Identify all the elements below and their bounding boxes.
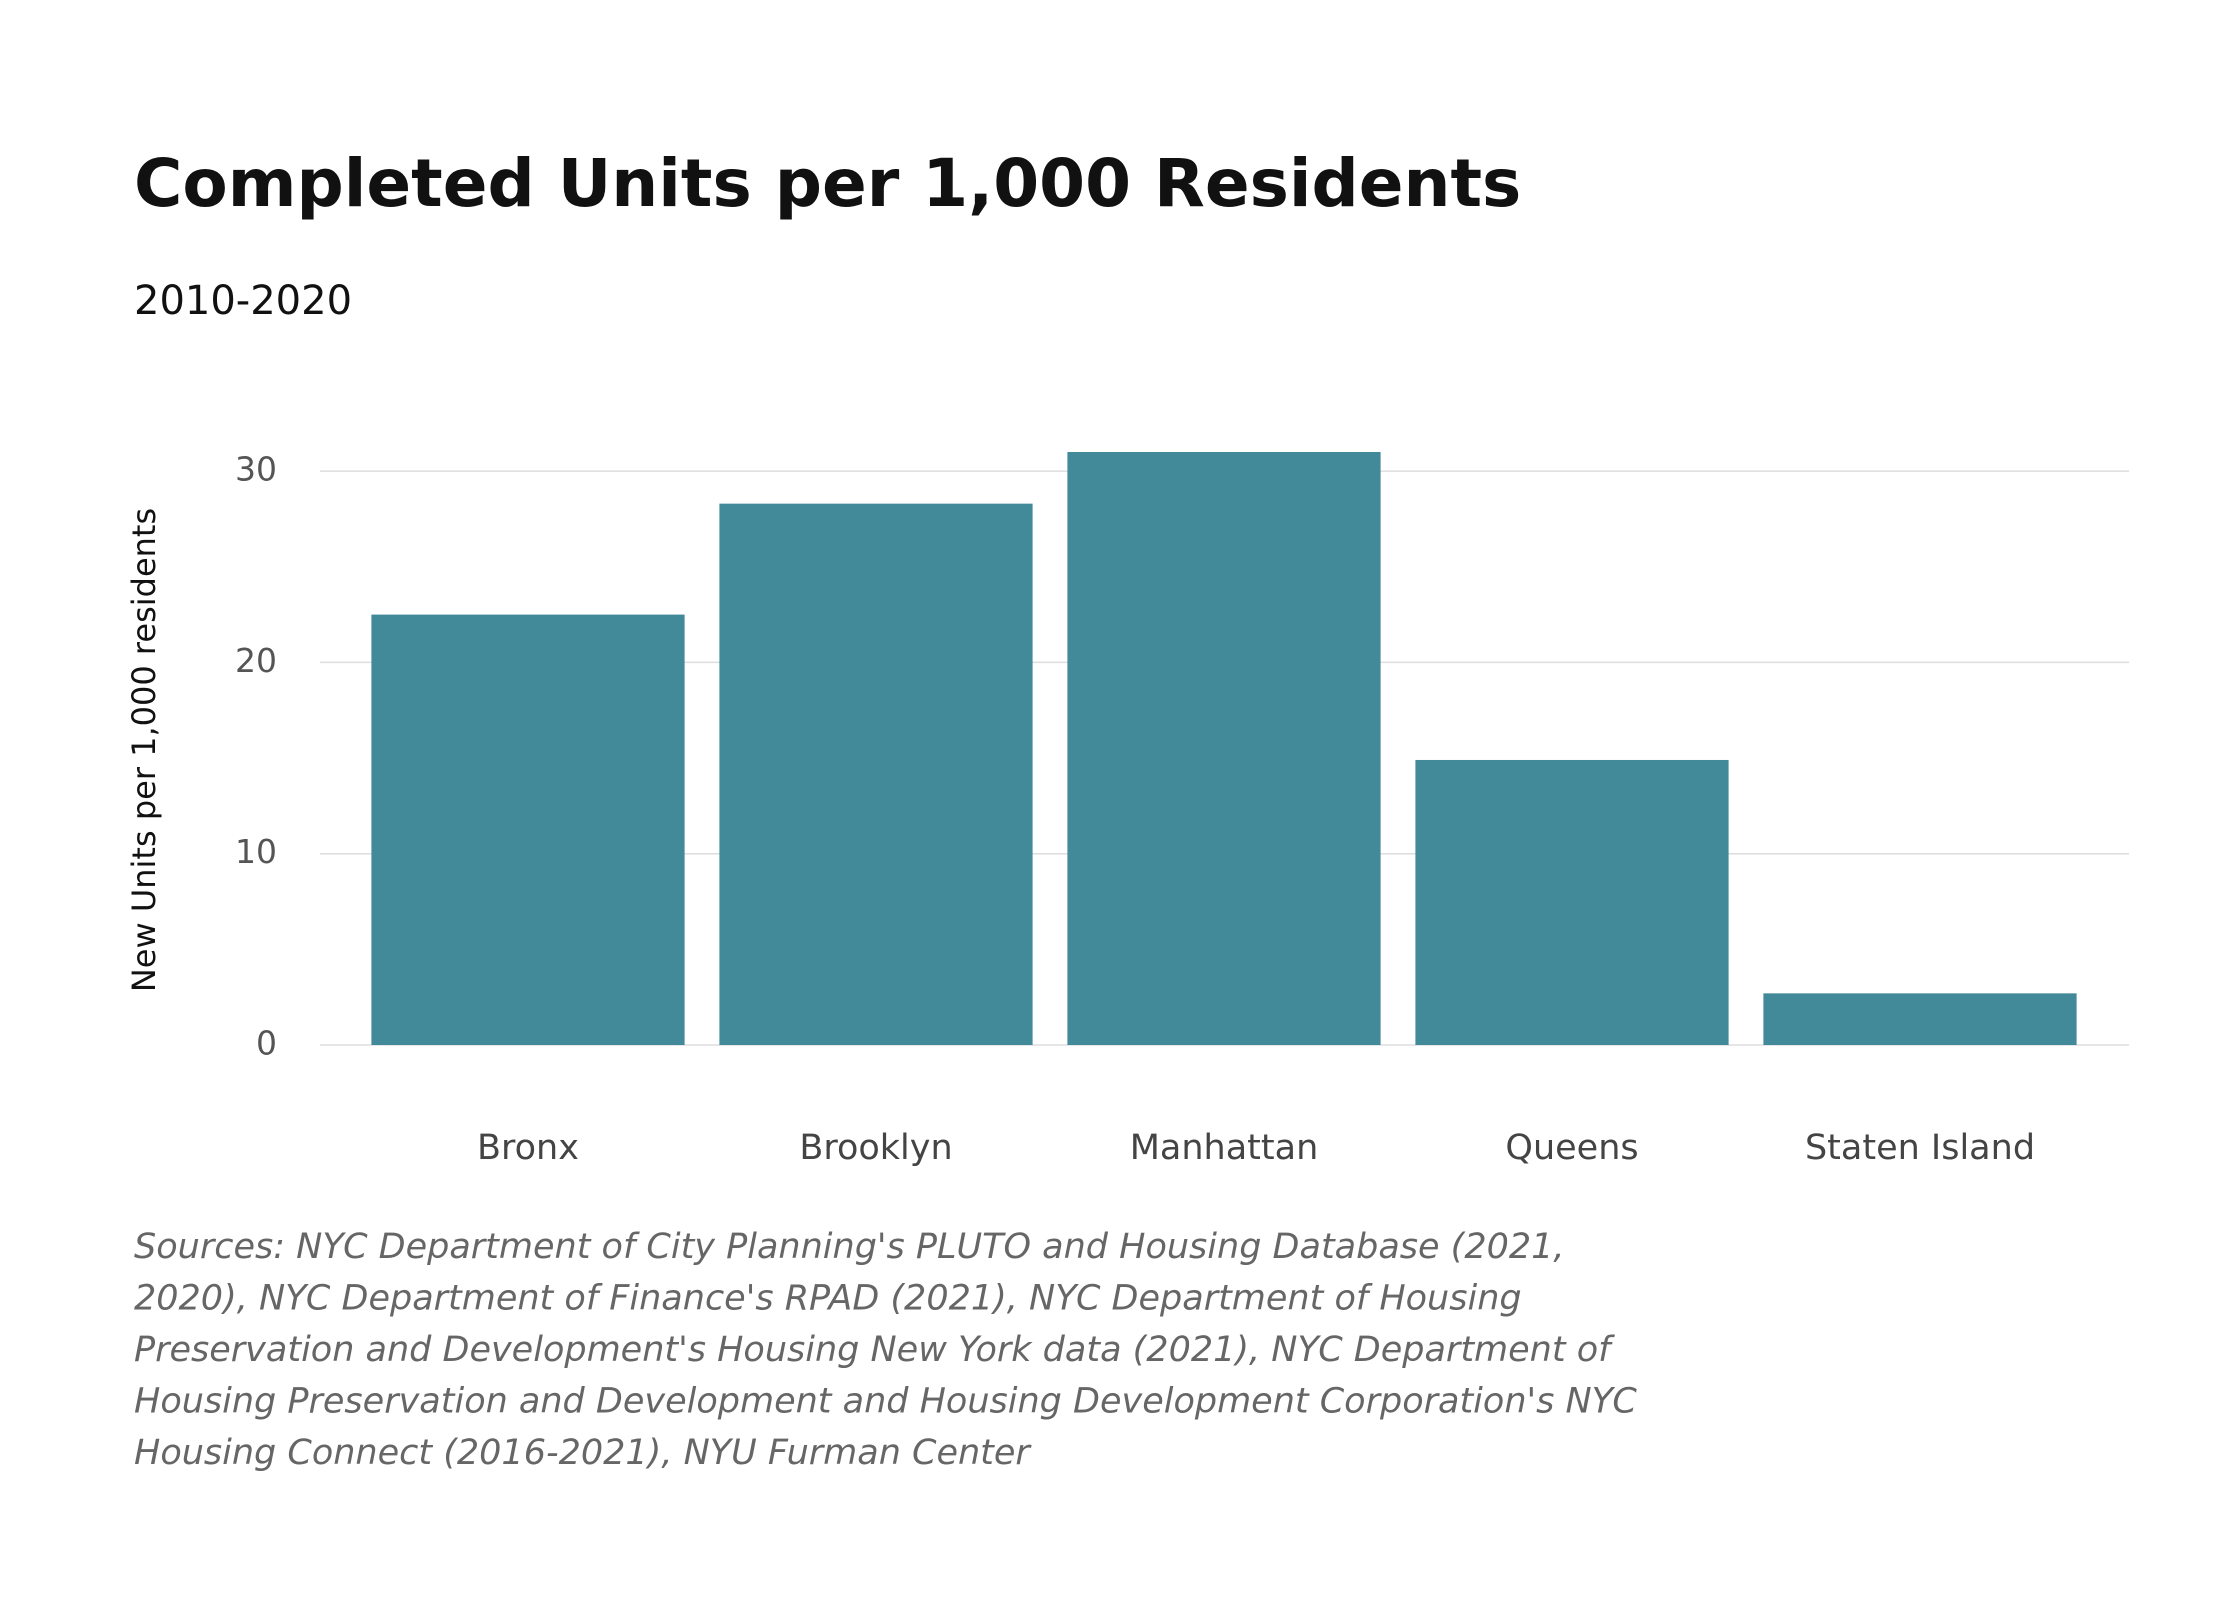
x-tick-label: Staten Island	[1805, 1128, 2035, 1168]
y-tick-label: 0	[256, 1024, 277, 1063]
bar	[1763, 993, 2077, 1045]
chart-subtitle: 2010-2020	[134, 278, 352, 324]
bar	[371, 614, 685, 1045]
x-tick-label: Manhattan	[1130, 1128, 1319, 1168]
x-tick-label: Bronx	[477, 1128, 579, 1168]
y-axis-label: New Units per 1,000 residents	[125, 508, 163, 992]
source-line: Housing Preservation and Development and…	[134, 1382, 1637, 1422]
source-line: Housing Connect (2016-2021), NYU Furman …	[134, 1433, 1032, 1473]
bar	[1067, 452, 1381, 1045]
bar	[719, 503, 1033, 1045]
chart-title: Completed Units per 1,000 Residents	[134, 145, 1521, 222]
y-tick-label: 30	[235, 450, 277, 489]
x-tick-label: Brooklyn	[799, 1128, 952, 1168]
x-tick-label: Queens	[1505, 1128, 1638, 1168]
source-line: Preservation and Development's Housing N…	[134, 1330, 1615, 1370]
source-line: 2020), NYC Department of Finance's RPAD …	[134, 1279, 1522, 1319]
source-line: Sources: NYC Department of City Planning…	[134, 1227, 1565, 1267]
bar	[1415, 759, 1729, 1045]
y-tick-label: 20	[235, 641, 277, 680]
y-tick-label: 10	[235, 832, 277, 871]
